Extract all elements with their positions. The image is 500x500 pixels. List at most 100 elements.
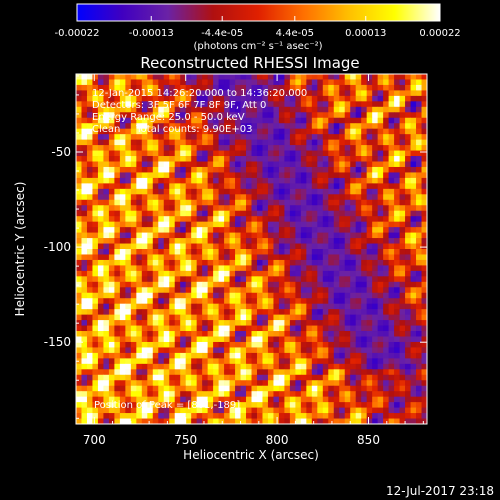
heatmap-cell bbox=[174, 166, 181, 173]
heatmap-cell bbox=[224, 79, 230, 86]
heatmap-cell bbox=[421, 385, 428, 392]
heatmap-cell bbox=[361, 101, 368, 108]
heatmap-cell bbox=[306, 314, 313, 321]
heatmap-cell bbox=[289, 123, 296, 130]
heatmap-cell bbox=[278, 84, 285, 91]
heatmap-cell bbox=[394, 101, 400, 108]
heatmap-cell bbox=[114, 183, 121, 190]
heatmap-cell bbox=[284, 385, 291, 392]
heatmap-cell bbox=[141, 74, 148, 80]
heatmap-cell bbox=[405, 254, 411, 261]
heatmap-cell bbox=[136, 270, 143, 277]
heatmap-cell bbox=[141, 156, 148, 162]
heatmap-cell bbox=[333, 331, 340, 337]
heatmap-cell bbox=[213, 161, 219, 168]
heatmap-cell bbox=[213, 363, 219, 370]
heatmap-cell bbox=[377, 341, 384, 348]
heatmap-cell bbox=[306, 194, 313, 201]
heatmap-cell bbox=[158, 221, 165, 228]
heatmap-cell bbox=[246, 227, 252, 233]
heatmap-cell bbox=[147, 194, 154, 201]
heatmap-cell bbox=[169, 413, 176, 419]
heatmap-cell bbox=[202, 298, 209, 305]
heatmap-cell bbox=[218, 166, 225, 173]
heatmap-cell bbox=[344, 341, 351, 348]
heatmap-cell bbox=[251, 292, 258, 299]
heatmap-cell bbox=[246, 363, 252, 370]
heatmap-cell bbox=[333, 227, 340, 233]
heatmap-cell bbox=[372, 385, 379, 392]
heatmap-cell bbox=[213, 79, 219, 86]
heatmap-cell bbox=[328, 150, 335, 157]
heatmap-cell bbox=[284, 374, 291, 381]
heatmap-cell bbox=[311, 205, 318, 212]
heatmap-cell bbox=[262, 145, 269, 151]
heatmap-cell bbox=[410, 380, 417, 387]
heatmap-cell bbox=[421, 391, 428, 398]
heatmap-cell bbox=[235, 391, 241, 398]
heatmap-cell bbox=[383, 363, 390, 370]
heatmap-cell bbox=[174, 303, 181, 310]
heatmap-cell bbox=[388, 134, 395, 141]
heatmap-cell bbox=[92, 205, 99, 212]
heatmap-cell bbox=[218, 331, 225, 337]
heatmap-cell bbox=[262, 314, 269, 321]
heatmap-cell bbox=[185, 418, 192, 425]
heatmap-cell bbox=[136, 216, 143, 223]
heatmap-cell bbox=[333, 183, 340, 190]
heatmap-cell bbox=[421, 199, 428, 206]
heatmap-cell bbox=[196, 172, 203, 179]
heatmap-cell bbox=[76, 150, 82, 157]
heatmap-cell bbox=[207, 79, 214, 86]
heatmap-cell bbox=[180, 281, 187, 288]
heatmap-cell bbox=[311, 74, 318, 80]
heatmap-cell bbox=[229, 336, 236, 343]
heatmap-cell bbox=[361, 309, 368, 316]
heatmap-cell bbox=[224, 95, 230, 102]
heatmap-cell bbox=[267, 363, 274, 370]
heatmap-cell bbox=[76, 117, 82, 124]
heatmap-cell bbox=[295, 287, 302, 294]
heatmap-cell bbox=[388, 331, 395, 337]
heatmap-cell bbox=[103, 407, 110, 414]
heatmap-cell bbox=[191, 84, 198, 91]
heatmap-cell bbox=[207, 270, 214, 277]
heatmap-cell bbox=[136, 249, 143, 255]
heatmap-cell bbox=[405, 396, 411, 403]
heatmap-cell bbox=[339, 243, 346, 250]
heatmap-cell bbox=[267, 128, 274, 135]
heatmap-cell bbox=[344, 374, 351, 381]
heatmap-cell bbox=[207, 238, 214, 244]
heatmap-cell bbox=[125, 380, 132, 387]
heatmap-cell bbox=[76, 303, 82, 310]
heatmap-cell bbox=[207, 84, 214, 91]
heatmap-cell bbox=[240, 112, 247, 119]
heatmap-cell bbox=[350, 243, 357, 250]
heatmap-cell bbox=[136, 303, 143, 310]
heatmap-cell bbox=[218, 183, 225, 190]
heatmap-cell bbox=[207, 276, 214, 283]
heatmap-cell bbox=[97, 369, 104, 376]
heatmap-cell bbox=[256, 183, 263, 190]
heatmap-cell bbox=[92, 128, 99, 135]
heatmap-cell bbox=[339, 199, 346, 206]
heatmap-cell bbox=[421, 74, 428, 80]
heatmap-cell bbox=[383, 309, 390, 316]
heatmap-cell bbox=[207, 352, 214, 359]
heatmap-cell bbox=[174, 106, 181, 113]
heatmap-cell bbox=[251, 199, 258, 206]
heatmap-cell bbox=[114, 254, 121, 261]
heatmap-cell bbox=[399, 298, 406, 305]
heatmap-cell bbox=[136, 106, 143, 113]
heatmap-cell bbox=[130, 347, 137, 354]
heatmap-cell bbox=[273, 183, 280, 190]
heatmap-cell bbox=[174, 79, 181, 86]
heatmap-cell bbox=[224, 380, 230, 387]
heatmap-cell bbox=[284, 161, 291, 168]
heatmap-cell bbox=[256, 227, 263, 233]
heatmap-cell bbox=[97, 249, 104, 255]
heatmap-cell bbox=[317, 74, 324, 80]
heatmap-cell bbox=[224, 128, 230, 135]
heatmap-cell bbox=[86, 84, 93, 91]
heatmap-cell bbox=[141, 243, 148, 250]
